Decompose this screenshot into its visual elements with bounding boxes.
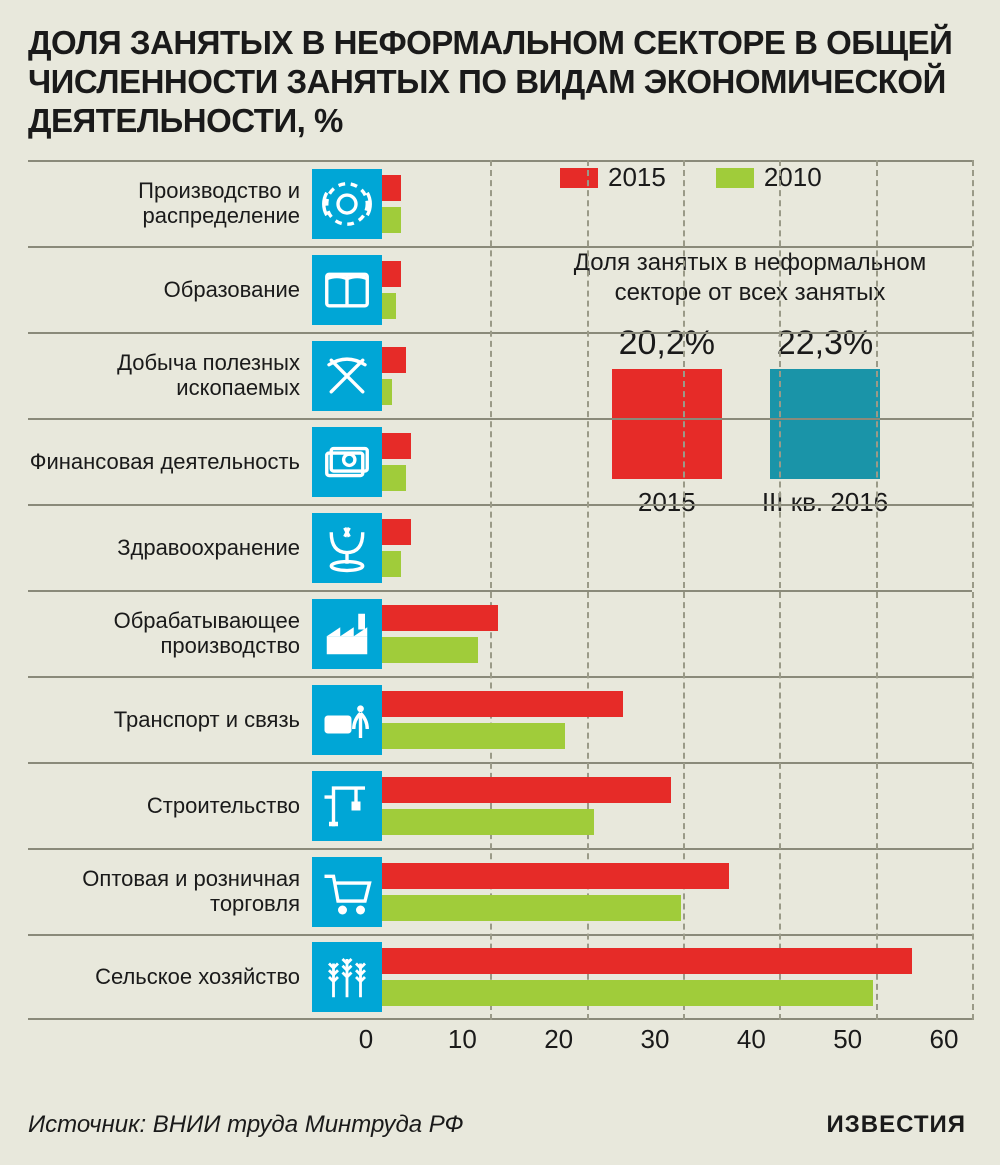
category-label: Оптовая и розничная торговля [28,867,308,916]
category-label: Добыча полезных ископаемых [28,351,308,400]
axis-tick: 50 [833,1024,862,1055]
bar-2010 [382,895,681,921]
chart-row: Строительство [28,762,972,848]
axis-tick: 20 [544,1024,573,1055]
x-axis: 0102030405060 [366,1024,944,1064]
bar-2015 [382,777,671,803]
chart-row: Сельское хозяйство [28,934,972,1020]
bar-2015 [382,347,406,373]
bar-group [382,420,972,504]
bar-group [382,162,972,246]
chart-row: Добыча полезных ископаемых [28,332,972,418]
bar-2015 [382,948,912,974]
bar-2010 [382,379,392,405]
bar-2010 [382,207,401,233]
bar-2015 [382,605,498,631]
axis-tick: 30 [641,1024,670,1055]
bar-2015 [382,175,401,201]
chart-row: Образование [28,246,972,332]
source-citation: Источник: ВНИИ труда Минтруда РФ [28,1111,464,1139]
money-icon [312,427,382,497]
axis-tick: 40 [737,1024,766,1055]
bar-group [382,592,972,676]
bar-group [382,248,972,332]
bar-2015 [382,433,411,459]
bar-2010 [382,293,396,319]
axis-tick: 0 [359,1024,373,1055]
category-label: Транспорт и связь [28,708,308,733]
bar-chart: Производство и распределение Образование Д… [28,160,972,1020]
bar-group [382,936,972,1018]
bar-2010 [382,980,873,1006]
bar-2010 [382,465,406,491]
chart-row: Обрабатывающее производство [28,590,972,676]
page-title: Доля занятых в неформальном секторе в об… [28,24,972,141]
bar-2015 [382,261,401,287]
gridline [972,160,974,1020]
chart-row: Оптовая и розничная торговля [28,848,972,934]
axis-tick: 60 [930,1024,959,1055]
bar-2010 [382,551,401,577]
category-label: Сельское хозяйство [28,965,308,990]
chart-row: Производство и распределение [28,160,972,246]
chart-row: Финансовая деятельность [28,418,972,504]
chart-row: Транспорт и связь [28,676,972,762]
transport-icon [312,685,382,755]
category-label: Строительство [28,794,308,819]
category-label: Финансовая деятельность [28,450,308,475]
bar-group [382,850,972,934]
bar-2010 [382,637,478,663]
bar-2015 [382,519,411,545]
book-icon [312,255,382,325]
bar-2010 [382,723,565,749]
bar-group [382,678,972,762]
category-label: Образование [28,278,308,303]
category-label: Производство и распределение [28,179,308,228]
bar-group [382,506,972,590]
cart-icon [312,857,382,927]
category-label: Обрабатывающее производство [28,609,308,658]
gear-icon [312,169,382,239]
health-icon [312,513,382,583]
publisher-logo: ИЗВЕСТИЯ [826,1111,966,1139]
mining-icon [312,341,382,411]
wheat-icon [312,942,382,1012]
bar-2015 [382,863,729,889]
bar-2015 [382,691,623,717]
bar-2010 [382,809,594,835]
bar-group [382,334,972,418]
axis-tick: 10 [448,1024,477,1055]
bar-group [382,764,972,848]
chart-row: Здравоохранение [28,504,972,590]
category-label: Здравоохранение [28,536,308,561]
crane-icon [312,771,382,841]
factory-icon [312,599,382,669]
